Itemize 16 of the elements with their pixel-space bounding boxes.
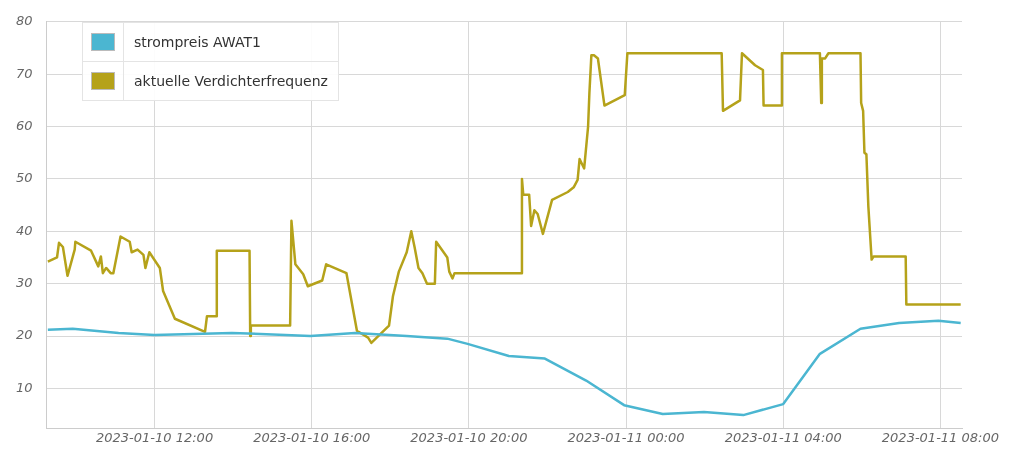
x-tick-label: 2023-01-10 16:00 [253,430,371,446]
y-tick-label: 80 [16,13,33,29]
x-tick-label: 2023-01-11 00:00 [567,430,685,446]
y-tick-label: 70 [16,65,33,81]
legend-label: strompreis AWAT1 [133,34,262,50]
x-tick-label: 2023-01-10 12:00 [96,430,214,446]
legend-label: aktuelle Verdichterfrequenz [133,73,329,89]
x-tick-label: 2023-01-10 20:00 [410,430,528,446]
y-tick-label: 40 [16,222,33,238]
y-tick-label: 20 [16,327,33,343]
y-tick-label: 30 [16,275,33,291]
y-tick-label: 50 [16,170,33,186]
y-tick-label: 10 [16,379,33,395]
x-tick-label: 2023-01-11 04:00 [724,430,842,446]
y-tick-label: 60 [16,117,33,133]
x-tick-label: 2023-01-11 08:00 [881,430,999,446]
